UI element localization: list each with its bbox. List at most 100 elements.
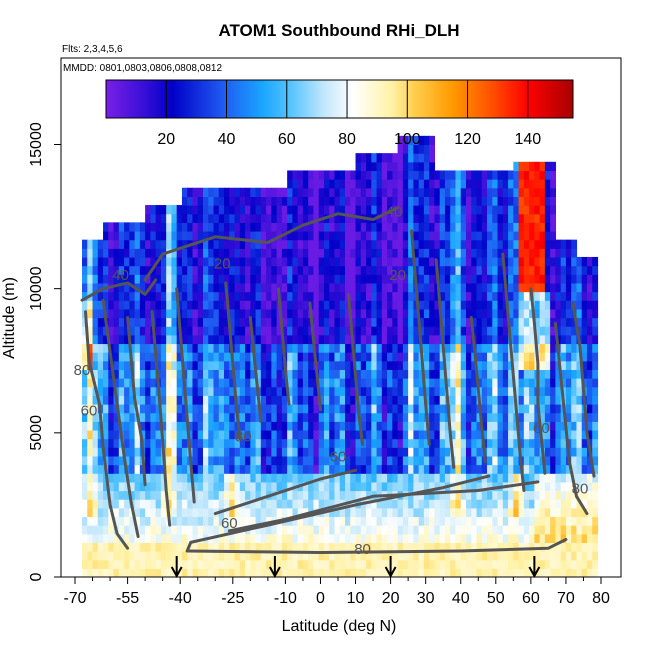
heatmap-cell <box>202 516 209 526</box>
heatmap-cell <box>360 516 367 526</box>
heatmap-cell <box>239 352 246 362</box>
heatmap-cell <box>439 507 446 518</box>
heatmap-cell <box>513 352 520 362</box>
heatmap-cell <box>313 481 320 492</box>
heatmap-cell <box>139 352 146 362</box>
heatmap-cell <box>218 481 225 492</box>
heatmap-cell <box>476 334 483 345</box>
heatmap-cell <box>444 499 451 509</box>
heatmap-cell <box>287 282 294 293</box>
heatmap-cell <box>97 568 104 577</box>
heatmap-cell <box>208 248 215 258</box>
heatmap-cell <box>387 438 393 448</box>
heatmap-cell <box>250 395 257 405</box>
heatmap-cell <box>218 265 225 275</box>
heatmap-cell <box>118 551 125 561</box>
heatmap-cell <box>581 533 588 543</box>
heatmap-cell <box>476 179 483 189</box>
heatmap-cell <box>245 291 251 301</box>
heatmap-cell <box>150 447 157 457</box>
heatmap-cell <box>492 516 499 526</box>
heatmap-cell <box>534 447 541 457</box>
heatmap-cell <box>355 300 362 310</box>
heatmap-cell <box>418 551 425 561</box>
heatmap-cell <box>381 300 388 310</box>
heatmap-cell <box>139 300 146 310</box>
heatmap-cell <box>218 455 225 466</box>
heatmap-cell <box>202 378 209 388</box>
heatmap-cell <box>434 490 441 500</box>
heatmap-cell <box>366 429 372 440</box>
heatmap-cell <box>202 187 209 197</box>
heatmap-cell <box>155 205 162 215</box>
heatmap-cell <box>413 308 420 319</box>
heatmap-cell <box>471 473 478 483</box>
heatmap-cell <box>255 568 262 577</box>
heatmap-cell <box>334 300 341 310</box>
heatmap-cell <box>586 334 593 345</box>
heatmap-cell <box>366 533 372 543</box>
heatmap-cell <box>502 239 509 249</box>
heatmap-cell <box>171 343 178 353</box>
heatmap-cell <box>429 231 436 241</box>
heatmap-cell <box>508 282 514 293</box>
heatmap-cell <box>308 438 315 448</box>
heatmap-cell <box>145 369 151 379</box>
heatmap-cell <box>329 438 336 448</box>
heatmap-cell <box>376 205 383 215</box>
heatmap-cell <box>518 525 525 535</box>
heatmap-cell <box>202 542 209 552</box>
heatmap-cell <box>450 291 457 301</box>
heatmap-cell <box>281 300 288 310</box>
heatmap-cell <box>544 490 551 500</box>
heatmap-cell <box>429 507 436 518</box>
heatmap-cell <box>455 205 462 215</box>
heatmap-cell <box>323 429 330 440</box>
heatmap-cell <box>166 447 173 457</box>
heatmap-cell <box>229 386 236 396</box>
heatmap-cell <box>508 248 514 258</box>
heatmap-cell <box>292 300 299 310</box>
heatmap-cell <box>224 421 230 431</box>
heatmap-cell <box>302 256 309 267</box>
heatmap-cell <box>129 429 136 440</box>
heatmap-cell <box>87 473 94 483</box>
heatmap-cell <box>334 256 341 267</box>
heatmap-cell <box>465 248 472 258</box>
heatmap-cell <box>213 464 220 474</box>
heatmap-cell <box>308 542 315 552</box>
heatmap-cell <box>392 568 399 577</box>
heatmap-cell <box>492 291 499 301</box>
heatmap-cell <box>213 490 220 500</box>
heatmap-cell <box>539 282 546 293</box>
heatmap-cell <box>213 369 220 379</box>
heatmap-cell <box>418 404 425 414</box>
heatmap-cell <box>408 265 414 275</box>
heatmap-cell <box>502 516 509 526</box>
heatmap-cell <box>134 542 141 552</box>
heatmap-cell <box>444 447 451 457</box>
heatmap-cell <box>355 533 362 543</box>
heatmap-cell <box>518 231 525 241</box>
heatmap-cell <box>145 239 151 249</box>
heatmap-cell <box>434 542 441 552</box>
heatmap-cell <box>297 490 304 500</box>
heatmap-cell <box>565 481 572 492</box>
heatmap-cell <box>271 378 278 388</box>
heatmap-cell <box>187 265 194 275</box>
heatmap-cell <box>271 291 278 301</box>
heatmap-cell <box>134 222 141 232</box>
heatmap-cell <box>450 196 457 206</box>
heatmap-cell <box>355 525 362 535</box>
heatmap-cell <box>302 429 309 440</box>
heatmap-cell <box>360 533 367 543</box>
heatmap-cell <box>592 412 599 422</box>
heatmap-cell <box>202 308 209 319</box>
heatmap-cell <box>560 360 567 370</box>
heatmap-cell <box>213 248 220 258</box>
heatmap-cell <box>171 369 178 379</box>
heatmap-cell <box>281 282 288 293</box>
heatmap-cell <box>434 334 441 345</box>
heatmap-cell <box>408 135 414 146</box>
heatmap-cell <box>208 455 215 466</box>
